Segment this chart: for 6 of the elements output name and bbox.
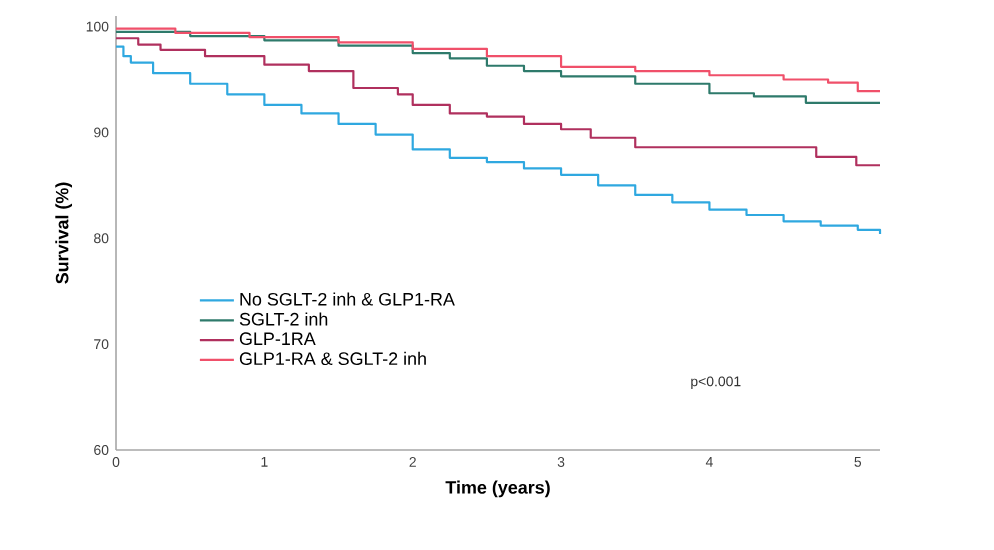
y-axis-title: Survival (%) — [55, 182, 73, 284]
legend-label: SGLT-2 inh — [239, 312, 328, 326]
legend-label: GLP1-RA & SGLT-2 inh — [239, 351, 426, 366]
legend-label: GLP-1RA — [239, 332, 316, 346]
legend-label: No SGLT-2 inh & GLP1-RA — [240, 292, 455, 306]
x-axis-title: Time (years) — [445, 480, 550, 498]
